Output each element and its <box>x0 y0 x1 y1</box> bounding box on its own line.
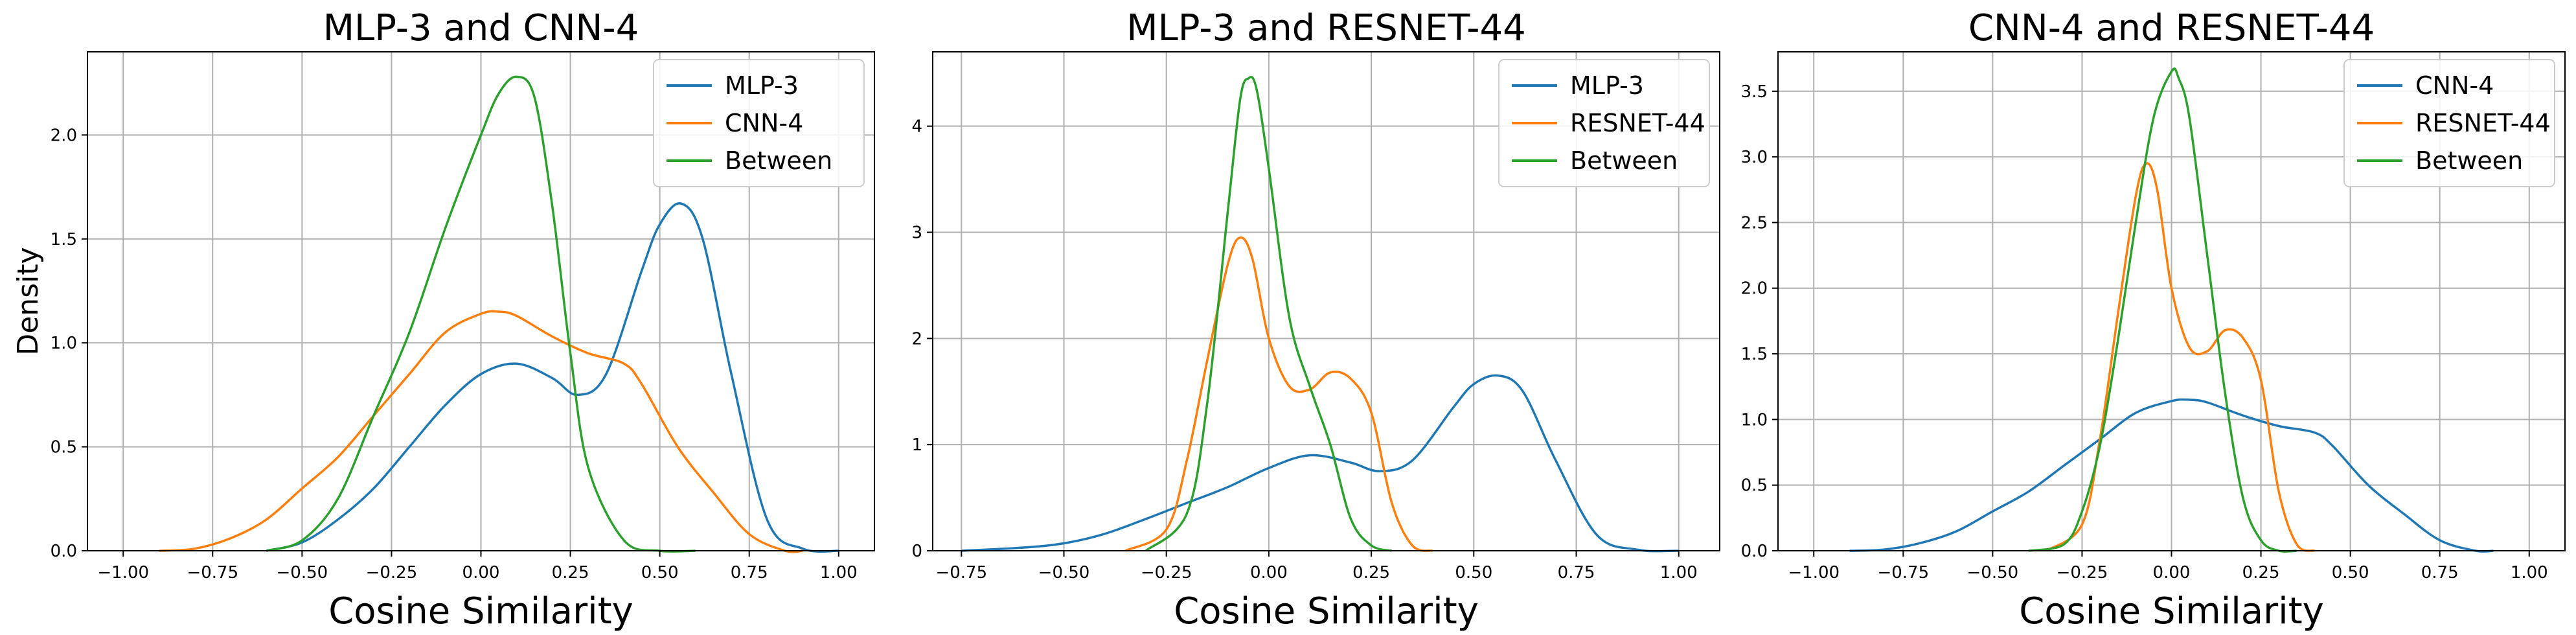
legend: MLP-3 CNN-4 Between <box>653 59 865 187</box>
y-tick-label: 0.5 <box>1741 476 1768 496</box>
y-tick-label: 3.5 <box>1741 82 1768 102</box>
legend: MLP-3 RESNET-44 Between <box>1498 59 1710 187</box>
axes-frame <box>932 51 1720 551</box>
legend-label: MLP-3 <box>1570 71 1644 100</box>
x-tick-label: 0.75 <box>731 563 768 583</box>
legend-box <box>653 59 865 187</box>
chart-panel-2: −0.75 −0.50 −0.25 0.00 0.25 0.50 0.75 1.00 0 1 2 3 4… <box>911 7 1720 632</box>
series-line-mlp-3 <box>961 374 1679 553</box>
x-tick-label: 0.00 <box>2153 563 2191 583</box>
x-tick-label: −1.00 <box>1788 563 1840 583</box>
x-tick-label: −0.50 <box>277 563 328 583</box>
series-line-resnet-44 <box>1124 236 1433 552</box>
x-tick-label: 1.00 <box>1660 563 1698 583</box>
y-tick-label: 2.5 <box>1741 213 1768 233</box>
x-axis-label: Cosine Similarity <box>2019 590 2324 632</box>
legend-label: RESNET-44 <box>2415 109 2551 137</box>
series-line-cnn-4 <box>1849 398 2494 553</box>
legend-label: Between <box>1570 146 1678 175</box>
x-tick-label: 0.75 <box>2421 563 2459 583</box>
x-tick-label: −0.75 <box>935 563 987 583</box>
series-line-between <box>1145 76 1393 552</box>
y-tick-label: 0.0 <box>51 542 77 561</box>
x-tick-label: 0.25 <box>1352 563 1390 583</box>
legend-label: RESNET-44 <box>1570 109 1705 137</box>
x-axis-label: Cosine Similarity <box>328 590 633 632</box>
series-line-cnn-4 <box>159 310 803 553</box>
y-tick-label: 1.0 <box>51 334 77 353</box>
x-tick-label: −0.75 <box>187 563 238 583</box>
y-tick-label: 4 <box>911 117 922 137</box>
x-tick-label: −0.50 <box>1038 563 1090 583</box>
x-tick-label: 0.50 <box>641 563 679 583</box>
chart-title: MLP-3 and CNN-4 <box>323 7 639 49</box>
series-line-between <box>2028 67 2297 553</box>
legend-label: CNN-4 <box>2415 71 2494 100</box>
x-tick-label: −0.75 <box>1877 563 1929 583</box>
x-tick-label: 0.25 <box>552 563 589 583</box>
legend-box <box>2343 59 2555 187</box>
y-tick-label: 0.0 <box>1741 542 1768 561</box>
x-tick-label: −1.00 <box>97 563 149 583</box>
chart-panel-1: −1.00 −0.75 −0.50 −0.25 0.00 0.25 0.50 0.75 1.00… <box>12 7 875 632</box>
x-tick-label: 1.00 <box>2511 563 2548 583</box>
legend-label: CNN-4 <box>725 109 803 137</box>
series-line-mlp-3 <box>266 202 839 553</box>
x-tick-label: −0.50 <box>1967 563 2019 583</box>
x-tick-label: 0.75 <box>1558 563 1595 583</box>
y-tick-label: 2 <box>911 329 922 349</box>
chart-title: MLP-3 and RESNET-44 <box>1126 7 1526 49</box>
y-tick-label: 1.0 <box>1741 410 1768 430</box>
legend-label: Between <box>725 146 832 175</box>
y-tick-label: 3 <box>911 224 922 243</box>
y-tick-label: 1.5 <box>51 230 77 249</box>
x-tick-label: 0.00 <box>1250 563 1288 583</box>
x-tick-label: −0.25 <box>2057 563 2108 583</box>
chart-title: CNN-4 and RESNET-44 <box>1968 7 2375 49</box>
legend-label: MLP-3 <box>725 71 799 100</box>
y-tick-label: 1 <box>911 435 922 455</box>
y-tick-label: 2.0 <box>51 126 77 145</box>
x-tick-label: −0.25 <box>366 563 418 583</box>
y-tick-label: 2.0 <box>1741 279 1768 299</box>
series-line-resnet-44 <box>2046 162 2316 552</box>
y-tick-label: 0.5 <box>51 438 77 457</box>
y-axis-label: Density <box>12 247 45 355</box>
x-tick-label: 0.25 <box>2242 563 2280 583</box>
series-line-between <box>266 75 696 553</box>
y-tick-label: 0 <box>911 542 922 561</box>
y-tick-label: 1.5 <box>1741 345 1768 364</box>
x-axis-label: Cosine Similarity <box>1174 590 1479 632</box>
legend: CNN-4 RESNET-44 Between <box>2343 59 2555 187</box>
chart-panel-3: −1.00 −0.75 −0.50 −0.25 0.00 0.25 0.50 0.75 1.00… <box>1741 7 2566 632</box>
x-tick-label: 0.00 <box>462 563 500 583</box>
y-tick-label: 3.0 <box>1741 148 1768 167</box>
x-tick-label: 1.00 <box>820 563 858 583</box>
legend-box <box>1498 59 1710 187</box>
x-tick-label: 0.50 <box>2332 563 2369 583</box>
x-tick-label: −0.25 <box>1141 563 1192 583</box>
x-tick-label: 0.50 <box>1455 563 1492 583</box>
legend-label: Between <box>2415 146 2523 175</box>
